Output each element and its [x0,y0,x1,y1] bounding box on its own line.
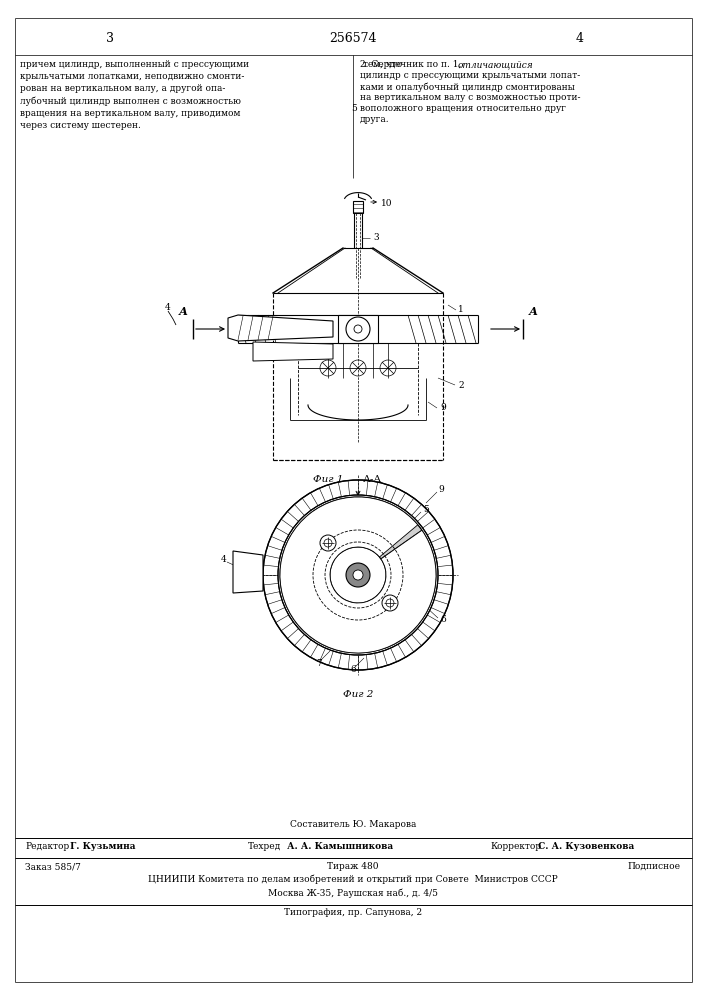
Circle shape [353,570,363,580]
Text: 5: 5 [351,104,357,113]
Circle shape [354,325,362,333]
Text: Подписное: Подписное [627,862,680,871]
Polygon shape [308,497,422,559]
Text: А. А. Камышникова: А. А. Камышникова [284,842,393,851]
Text: Москва Ж-35, Раушская наб., д. 4/5: Москва Ж-35, Раушская наб., д. 4/5 [268,889,438,898]
Text: воположного вращения относительно друг: воположного вращения относительно друг [360,104,566,113]
Text: А-А: А-А [363,475,382,484]
Text: тем, что: тем, что [360,60,402,69]
Text: 6: 6 [440,615,445,624]
Text: 3: 3 [106,32,114,45]
Wedge shape [291,515,340,561]
Text: 2: 2 [458,380,464,389]
Text: цилиндр с прессующими крыльчатыми лопат-: цилиндр с прессующими крыльчатыми лопат- [360,71,580,80]
Text: Заказ 585/7: Заказ 585/7 [25,862,81,871]
Bar [338,315,378,343]
Circle shape [346,563,370,587]
Text: 9: 9 [440,403,445,412]
Text: причем цилиндр, выполненный с прессующими
крыльчатыми лопатками, неподвижно смон: причем цилиндр, выполненный с прессующим… [20,60,249,130]
Text: 4: 4 [576,32,584,45]
Text: 256574: 256574 [329,32,377,45]
Text: Техред: Техред [248,842,281,851]
Circle shape [320,535,336,551]
Circle shape [382,595,398,611]
Text: Корректор: Корректор [490,842,541,851]
Text: Г. Кузьмина: Г. Кузьмина [67,842,136,851]
Text: 4: 4 [221,556,227,564]
Text: 7: 7 [316,658,322,668]
Text: на вертикальном валу с возможностью проти-: на вертикальном валу с возможностью прот… [360,93,580,102]
Text: Тираж 480: Тираж 480 [327,862,379,871]
Circle shape [263,480,453,670]
Text: 8: 8 [420,536,426,544]
Text: ками и опалубочный цилиндр смонтированы: ками и опалубочный цилиндр смонтированы [360,82,575,92]
Circle shape [346,317,370,341]
Text: 1: 1 [458,306,464,314]
Polygon shape [253,342,333,361]
Text: С. А. Кузовенкова: С. А. Кузовенкова [535,842,634,851]
Text: 10: 10 [381,199,392,208]
Text: Фиг 2: Фиг 2 [343,690,373,699]
Polygon shape [368,525,436,648]
Text: Редактор: Редактор [25,842,69,851]
Text: А: А [529,306,537,317]
Wedge shape [344,601,385,653]
Text: 5: 5 [423,506,429,514]
Text: 9: 9 [438,486,444,494]
Text: Составитель Ю. Макарова: Составитель Ю. Макарова [290,820,416,829]
Text: отличающийся: отличающийся [458,60,534,69]
Bar [353,201,363,213]
Text: ЦНИИПИ Комитета по делам изобретений и открытий при Совете  Министров СССР: ЦНИИПИ Комитета по делам изобретений и о… [148,875,558,884]
Text: 4: 4 [165,302,171,312]
Text: друга.: друга. [360,115,390,124]
Wedge shape [280,497,436,653]
Polygon shape [228,315,333,341]
Polygon shape [280,536,353,652]
Polygon shape [233,551,263,593]
Text: А: А [178,306,187,317]
Text: Типография, пр. Сапунова, 2: Типография, пр. Сапунова, 2 [284,908,422,917]
Text: 3: 3 [373,233,379,242]
Text: 2. Сердечник по п. 1,: 2. Сердечник по п. 1, [360,60,464,69]
Circle shape [278,495,438,655]
Text: 6: 6 [350,666,356,674]
Text: Фиг 1: Фиг 1 [313,475,344,484]
